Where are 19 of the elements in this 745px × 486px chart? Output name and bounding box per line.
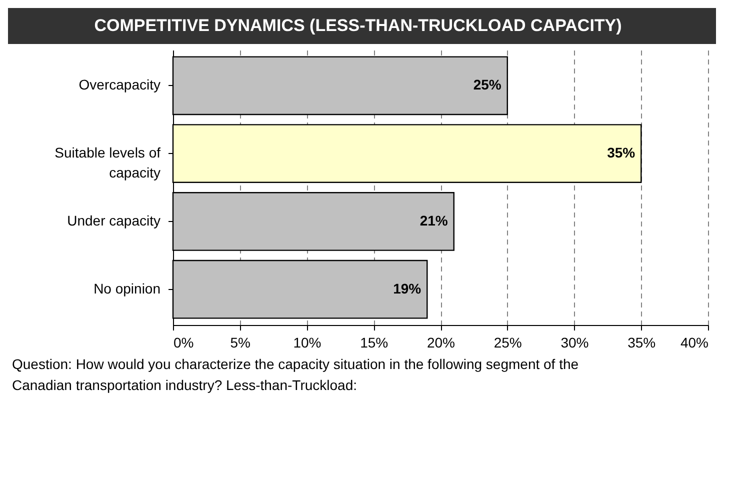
text: Question: How would you characterize the capacity situation in the following segment of the Canadian transportation industry? Less-than-Truckload: bbox=[12, 356, 579, 393]
chart-title: COMPETITIVE DYNAMICS (LESS-THAN-TRUCKLOAD CAPACITY) bbox=[94, 16, 622, 35]
data-label: 21% bbox=[420, 212, 448, 228]
data-label: 25% bbox=[473, 76, 502, 93]
x-tick-label: 15% bbox=[360, 334, 388, 350]
data-label: 19% bbox=[393, 280, 422, 296]
y-tick-label: Suitable levels of capacity bbox=[54, 144, 161, 181]
y-tick-label: Under capacity bbox=[67, 212, 160, 228]
x-tick-label: 35% bbox=[628, 334, 656, 350]
x-tick-label: 30% bbox=[560, 334, 589, 350]
data-label: 35% bbox=[607, 144, 636, 161]
y-tick-label: No opinion bbox=[94, 280, 160, 296]
x-tick-label: 20% bbox=[426, 334, 456, 350]
y-tick-label: Overcapacity bbox=[78, 76, 160, 93]
x-tick-label: 0% bbox=[174, 334, 194, 350]
x-tick-label: 5% bbox=[230, 334, 250, 350]
x-tick-label: 25% bbox=[494, 334, 522, 350]
x-tick-label: 10% bbox=[293, 334, 322, 350]
x-tick-label: 40% bbox=[680, 334, 708, 350]
